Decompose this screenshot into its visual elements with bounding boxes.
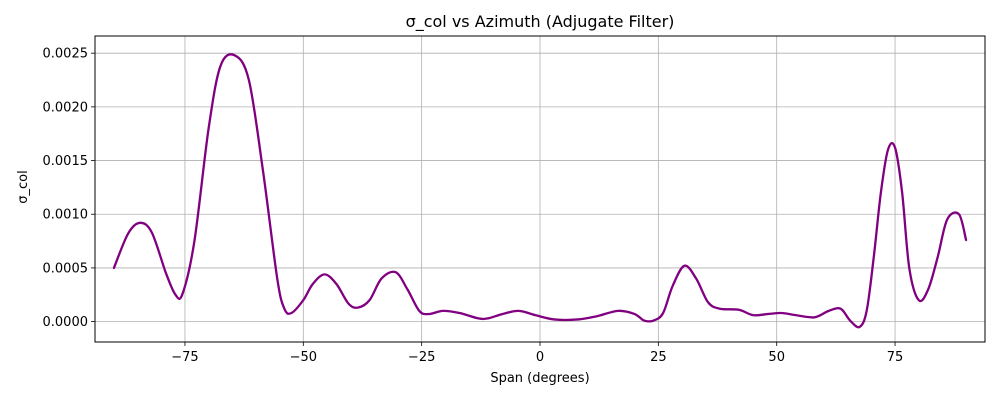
y-tick-label: 0.0000 [43,315,89,330]
chart-title: σ_col vs Azimuth (Adjugate Filter) [406,12,675,32]
x-axis: −75 −50 −25 0 25 50 75 [171,342,903,365]
x-axis-label: Span (degrees) [490,371,589,386]
x-tick-label: 0 [536,350,544,365]
x-tick-label: −50 [290,350,317,365]
y-tick-label: 0.0015 [43,154,89,169]
x-tick-label: 25 [650,350,667,365]
x-tick-label: −75 [171,350,198,365]
x-tick-label: 50 [768,350,785,365]
x-tick-label: −25 [408,350,435,365]
x-tick-label: 75 [887,350,904,365]
y-tick-label: 0.0020 [43,100,89,115]
series-layer [112,53,968,329]
series-line [112,53,968,329]
y-axis: 0.0000 0.0005 0.0010 0.0015 0.0020 0.0025 [43,47,95,330]
grid [95,36,985,342]
y-tick-label: 0.0010 [43,208,89,223]
y-tick-label: 0.0005 [43,261,89,276]
y-tick-label: 0.0025 [43,47,89,62]
y-axis-label: σ_col [16,170,31,203]
